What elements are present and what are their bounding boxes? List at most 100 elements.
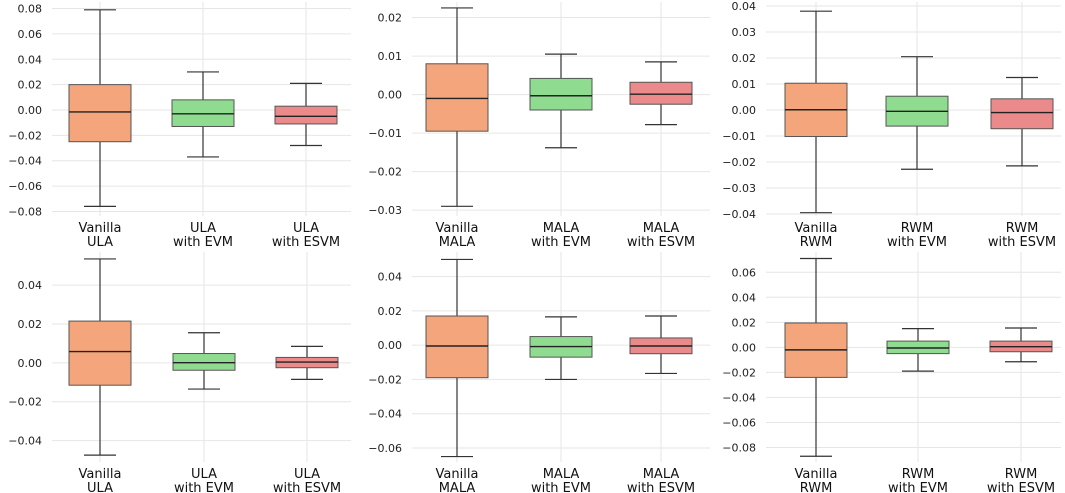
box-2 [171, 71, 235, 158]
boxplot-panel-4: −0.04−0.020.000.020.04VanillaULAULAwith … [8, 252, 351, 493]
box-3 [274, 82, 338, 147]
x-tick-label: Vanilla [795, 221, 838, 236]
y-tick-label: −0.02 [8, 129, 42, 142]
y-tick-label: 0.00 [732, 104, 757, 117]
y-tick-label: 0.01 [378, 50, 403, 63]
x-tick-label: RWM [902, 467, 935, 482]
x-tick-label: with ESVM [627, 235, 695, 248]
iqr-box [172, 353, 236, 371]
x-tick-label: Vanilla [79, 221, 122, 236]
y-tick-label: 0.06 [18, 28, 43, 41]
iqr-box [529, 77, 593, 111]
y-tick-label: 0.02 [378, 12, 403, 25]
boxplot-panel-5: −0.06−0.04−0.020.000.020.04VanillaMALAMA… [368, 252, 710, 493]
y-tick-label: 0.02 [18, 79, 43, 92]
box-2 [529, 53, 593, 149]
y-tick-label: −0.02 [8, 396, 42, 409]
y-tick-label: −0.06 [722, 416, 756, 429]
iqr-box [990, 98, 1054, 130]
box-1 [68, 258, 132, 456]
y-tick-label: 0.00 [378, 339, 403, 352]
x-tick-label: ULA [294, 467, 320, 482]
y-tick-label: 0.04 [18, 53, 43, 66]
box-1 [784, 257, 848, 457]
y-tick-label: 0.00 [18, 104, 43, 117]
y-tick-label: 0.02 [378, 305, 403, 318]
x-tick-label: ULA [87, 235, 113, 248]
y-tick-label: 0.08 [18, 3, 43, 16]
x-tick-label: with EVM [531, 235, 591, 248]
x-tick-label: Vanilla [795, 467, 838, 482]
box-1 [425, 7, 489, 207]
iqr-box [68, 84, 132, 143]
x-tick-label: with EVM [531, 481, 591, 493]
x-tick-label: with ESVM [273, 481, 341, 493]
x-tick-label: MALA [643, 221, 680, 236]
y-tick-label: −0.02 [368, 166, 402, 179]
x-tick-label: MALA [439, 481, 476, 493]
y-tick-label: −0.08 [8, 205, 42, 218]
x-tick-label: ULA [293, 221, 319, 236]
box-3 [989, 327, 1053, 363]
y-tick-label: −0.04 [722, 391, 756, 404]
x-tick-label: Vanilla [79, 467, 122, 482]
x-tick-label: with ESVM [627, 481, 695, 493]
y-tick-label: 0.00 [18, 357, 43, 370]
x-tick-label: MALA [543, 221, 580, 236]
y-tick-label: −0.01 [368, 127, 402, 140]
x-tick-label: with ESVM [272, 235, 340, 248]
y-tick-label: −0.01 [722, 130, 756, 143]
box-2 [885, 56, 949, 170]
iqr-box [425, 63, 489, 132]
y-tick-label: 0.00 [732, 341, 757, 354]
y-tick-label: 0.01 [732, 78, 757, 91]
x-tick-label: ULA [190, 221, 216, 236]
x-tick-label: Vanilla [436, 221, 479, 236]
iqr-box [425, 315, 489, 379]
y-tick-label: −0.02 [722, 156, 756, 169]
iqr-box [629, 81, 693, 105]
box-3 [629, 315, 693, 375]
y-tick-label: −0.03 [722, 182, 756, 195]
box-2 [172, 332, 236, 390]
x-tick-label: RWM [1006, 221, 1039, 236]
x-tick-label: MALA [543, 467, 580, 482]
box-1 [425, 258, 489, 458]
y-tick-label: −0.03 [368, 204, 402, 217]
y-tick-label: −0.02 [368, 373, 402, 386]
x-tick-label: Vanilla [436, 467, 479, 482]
y-tick-label: −0.04 [368, 408, 402, 421]
y-tick-label: 0.02 [732, 316, 757, 329]
boxplot-panel-1: −0.08 −0.06 −0.04 −0.02 0.00 0.02 0.04 0.06 0.08… [8, 2, 351, 248]
y-tick-label: 0.00 [378, 89, 403, 102]
y-tick-label: −0.04 [8, 435, 42, 448]
x-tick-label: with EVM [174, 481, 234, 493]
x-tick-label: with ESVM [988, 235, 1056, 248]
x-tick-label: with ESVM [987, 481, 1055, 493]
y-tick-label: 0.02 [18, 318, 43, 331]
y-tick-label: −0.04 [722, 208, 756, 221]
y-tick-label: 0.04 [378, 271, 403, 284]
x-tick-label: with EVM [888, 481, 948, 493]
y-tick-label: 0.02 [732, 52, 757, 65]
x-tick-label: MALA [439, 235, 476, 248]
x-tick-label: RWM [901, 221, 934, 236]
x-tick-label: MALA [643, 467, 680, 482]
y-tick-label: −0.08 [722, 441, 756, 454]
box-3 [275, 345, 339, 380]
x-tick-label: RWM [800, 235, 833, 248]
x-tick-label: RWM [800, 481, 833, 493]
x-tick-label: RWM [1005, 467, 1038, 482]
box-1 [68, 9, 132, 207]
y-tick-label: −0.02 [722, 366, 756, 379]
y-tick-label: −0.06 [368, 442, 402, 455]
x-tick-label: with EVM [887, 235, 947, 248]
box-2 [529, 316, 593, 381]
boxplot-panel-3: −0.04 −0.03 −0.02 −0.01 0.00 0.01 0.02 0.03 0.04… [722, 0, 1061, 248]
y-tick-label: −0.04 [8, 155, 42, 168]
boxplot-panel-6: −0.08 −0.06 −0.04 −0.02 0.00 0.02 0.04 0.06 Vani… [722, 252, 1061, 493]
y-tick-label: 0.03 [732, 26, 757, 39]
x-tick-label: ULA [191, 467, 217, 482]
x-tick-label: ULA [87, 481, 113, 493]
box-3 [629, 61, 693, 126]
